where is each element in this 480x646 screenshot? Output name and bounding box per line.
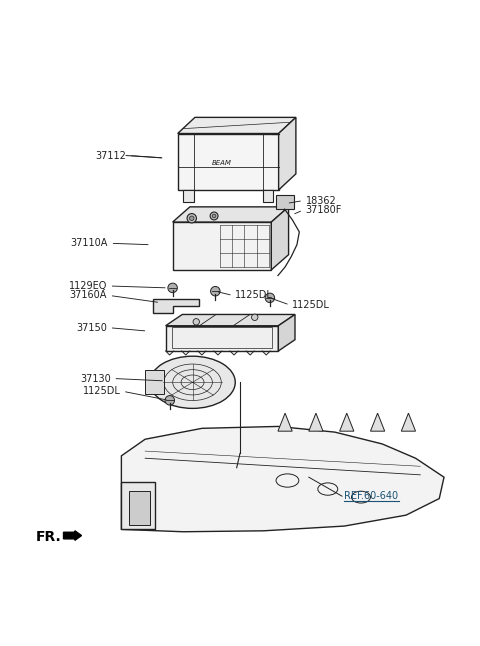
Circle shape <box>190 216 194 220</box>
Circle shape <box>210 212 218 220</box>
Bar <box>276 195 294 209</box>
Text: 1125DL: 1125DL <box>292 300 330 310</box>
Circle shape <box>265 293 275 302</box>
Text: 37112: 37112 <box>95 151 126 160</box>
Polygon shape <box>401 413 416 431</box>
Ellipse shape <box>150 356 235 408</box>
Polygon shape <box>309 413 323 431</box>
Polygon shape <box>145 370 164 394</box>
Polygon shape <box>173 207 288 222</box>
Polygon shape <box>263 190 273 202</box>
Polygon shape <box>271 207 288 270</box>
Text: BEAM: BEAM <box>212 160 231 167</box>
Polygon shape <box>121 482 155 529</box>
Circle shape <box>187 214 196 223</box>
Circle shape <box>165 395 175 405</box>
Polygon shape <box>183 190 193 202</box>
Polygon shape <box>129 492 150 525</box>
Text: 37110A: 37110A <box>71 238 108 248</box>
Polygon shape <box>153 299 199 313</box>
Polygon shape <box>278 413 292 431</box>
Text: 37160A: 37160A <box>70 291 107 300</box>
Polygon shape <box>166 315 295 326</box>
Polygon shape <box>340 413 354 431</box>
Polygon shape <box>173 222 271 270</box>
Circle shape <box>212 214 216 218</box>
Polygon shape <box>121 426 444 532</box>
Circle shape <box>252 314 258 320</box>
Polygon shape <box>178 134 278 190</box>
Text: REF.60-640: REF.60-640 <box>344 491 398 501</box>
Polygon shape <box>278 118 296 190</box>
Text: 1125DL: 1125DL <box>235 291 273 300</box>
Circle shape <box>211 286 220 296</box>
FancyArrow shape <box>63 531 82 540</box>
Text: 1129EQ: 1129EQ <box>69 281 107 291</box>
Text: 1125DL: 1125DL <box>83 386 120 396</box>
Polygon shape <box>371 413 384 431</box>
Text: 37150: 37150 <box>76 323 107 333</box>
Text: 37130: 37130 <box>80 373 111 384</box>
Circle shape <box>168 283 178 293</box>
Polygon shape <box>278 315 295 351</box>
Text: FR.: FR. <box>36 530 62 545</box>
Polygon shape <box>178 118 296 134</box>
Polygon shape <box>166 326 278 351</box>
Text: 18362: 18362 <box>305 196 336 205</box>
Text: 37180F: 37180F <box>305 205 342 215</box>
Circle shape <box>193 318 199 325</box>
